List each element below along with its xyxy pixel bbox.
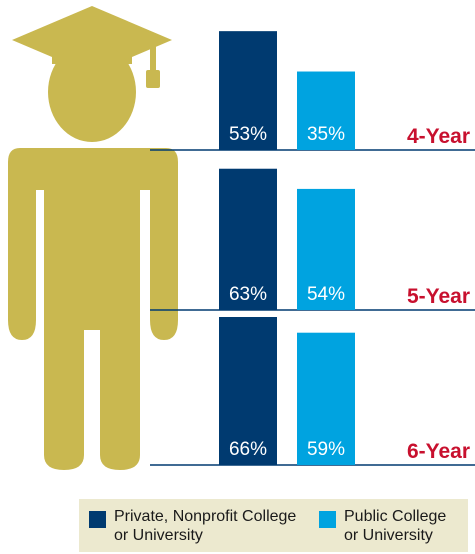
bar-private-4-year <box>219 31 277 150</box>
bar-public-4-year <box>297 71 355 150</box>
bar-label-public-4-year: 35% <box>307 124 345 145</box>
category-label-5-year: 5-Year <box>407 285 470 308</box>
legend-label-public: Public College or University <box>344 507 464 545</box>
bar-label-public-6-year: 59% <box>307 439 345 460</box>
bar-label-private-4-year: 53% <box>229 124 267 145</box>
bar-label-public-5-year: 54% <box>307 284 345 305</box>
graduate-person-icon <box>8 6 178 470</box>
category-label-6-year: 6-Year <box>407 440 470 463</box>
bar-public-5-year <box>297 188 355 310</box>
legend-label-private: Private, Nonprofit College or University <box>114 507 304 545</box>
legend-swatch-public <box>319 511 336 528</box>
legend-label-private-line2: or University <box>114 527 203 544</box>
bar-public-6-year <box>297 332 355 465</box>
bar-private-5-year <box>219 168 277 310</box>
legend-label-public-line1: Public College <box>344 508 447 525</box>
legend-item-public: Public College or University <box>319 507 464 545</box>
bar-private-6-year <box>219 317 277 465</box>
bar-label-private-5-year: 63% <box>229 284 267 305</box>
legend: Private, Nonprofit College or University… <box>79 499 468 552</box>
legend-item-private: Private, Nonprofit College or University <box>89 507 304 545</box>
legend-swatch-private <box>89 511 106 528</box>
legend-label-public-line2: or University <box>344 527 433 544</box>
category-label-4-year: 4-Year <box>407 125 470 148</box>
bar-label-private-6-year: 66% <box>229 439 267 460</box>
legend-label-private-line1: Private, Nonprofit College <box>114 508 297 525</box>
